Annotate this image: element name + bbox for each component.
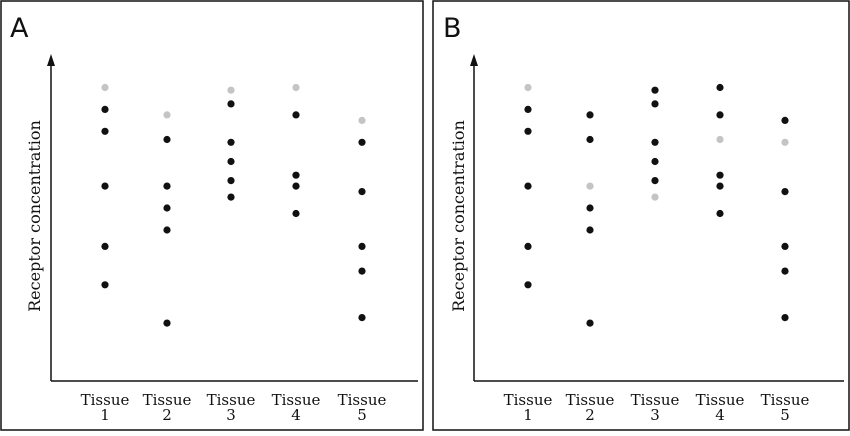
panel-b-tick-label: Tissue 4	[696, 391, 745, 424]
panel-a-data-point	[227, 138, 235, 146]
panel-b-data-point-light	[651, 193, 659, 201]
panel-b-data-point	[651, 177, 659, 185]
panel-a-data-point	[101, 182, 109, 190]
panel-b-tick-label: Tissue 3	[631, 391, 680, 424]
panel-b-data-point	[586, 319, 594, 327]
panel-b-data-point	[716, 171, 724, 179]
panel-a-data-point	[163, 319, 171, 327]
panel-a-data-point-light	[101, 83, 109, 92]
panel-a-data-point	[358, 314, 366, 322]
panel-b-data-point	[716, 209, 724, 218]
panel-a-data-point-light	[358, 116, 366, 124]
panel-b-letter: B	[443, 13, 462, 44]
panel-b-data-point	[716, 111, 724, 119]
panel-a-tick-label: Tissue 4	[272, 391, 321, 424]
panel-b-data-point	[524, 182, 532, 190]
panel-a-data-point	[358, 138, 366, 146]
panel-a-tick-label: Tissue 5	[338, 391, 387, 424]
panel-b-data-point-light	[781, 138, 789, 146]
panel-b-data-point	[586, 204, 594, 212]
panel-b-data-point	[651, 100, 659, 108]
panel-b-data-point	[524, 242, 532, 250]
panel-a-data-point	[358, 242, 366, 250]
panel-a-tick-label: Tissue 1	[81, 391, 130, 424]
panel-b-data-point	[586, 135, 594, 144]
panel-a-data-point	[292, 111, 300, 119]
panel-a-data-point-light	[163, 111, 171, 119]
panel-a-tick-label: Tissue 3	[207, 391, 256, 424]
panel-a-data-point	[101, 127, 109, 135]
panel-a-plot: Tissue 1 Tissue 2 Tissue 3 Tissue 4 Tissue 5	[47, 54, 418, 424]
panel-a-frame	[0, 0, 424, 431]
panel-a-y-axis-label: Receptor concentration	[25, 120, 44, 312]
panel-a-data-point	[292, 171, 300, 179]
panel-b-data-point	[524, 127, 532, 135]
panel-a-data-point	[163, 182, 171, 190]
panel-a-data-point	[101, 105, 109, 113]
panel-b-data-point	[524, 281, 532, 289]
panel-b-data-point	[524, 105, 532, 113]
panel-a-data-point	[101, 242, 109, 250]
panel-b-data-point-light	[586, 182, 594, 190]
panel-b-y-axis-arrow-icon	[470, 54, 478, 66]
panel-b-y-axis-label: Receptor concentration	[449, 120, 468, 312]
panel-a-data-point	[292, 182, 300, 190]
panel-a-data-point	[358, 188, 366, 196]
panel-b-data-point	[781, 267, 789, 275]
panel-b-data-point	[586, 111, 594, 119]
panel-a-data-point	[163, 226, 171, 234]
panel-b-data-point	[651, 138, 659, 146]
panel-a-data-point	[227, 193, 235, 201]
panel-b-data-point	[651, 86, 659, 94]
panel-b-data-point	[781, 188, 789, 196]
panel-b-plot: Tissue 1 Tissue 2 Tissue 3 Tissue 4 Tissue 5	[470, 54, 844, 424]
panel-a-data-point	[163, 204, 171, 212]
panel-b-data-point-light	[524, 83, 532, 92]
panel-a-data-point-light	[292, 83, 300, 92]
panel-a-tick-label: Tissue 2	[143, 391, 192, 424]
panel-b-data-point	[781, 242, 789, 250]
panel-b-data-point	[781, 116, 789, 124]
panel-b-data-point-light	[716, 135, 724, 144]
panel-a-data-point-light	[227, 86, 235, 94]
panel-b-data-point	[716, 182, 724, 190]
panel-a-data-point	[227, 100, 235, 108]
panel-a-y-axis-arrow-icon	[47, 54, 55, 66]
panel-a-data-point	[358, 267, 366, 275]
panel-b-data-point	[586, 226, 594, 234]
panel-b-data-point	[781, 314, 789, 322]
panel-b-tick-label: Tissue 5	[761, 391, 810, 424]
panel-a-data-point	[227, 157, 235, 166]
panel-a-letter: A	[10, 13, 29, 44]
panel-b-tick-label: Tissue 1	[504, 391, 553, 424]
panel-b-data-point	[716, 83, 724, 92]
panel-a-data-point	[292, 209, 300, 218]
panel-a-data-point	[101, 281, 109, 289]
panel-b-frame	[432, 0, 850, 431]
panel-a-data-point	[163, 135, 171, 144]
panel-a-data-point	[227, 177, 235, 185]
panel-b-data-point	[651, 157, 659, 166]
panel-b-tick-label: Tissue 2	[566, 391, 615, 424]
